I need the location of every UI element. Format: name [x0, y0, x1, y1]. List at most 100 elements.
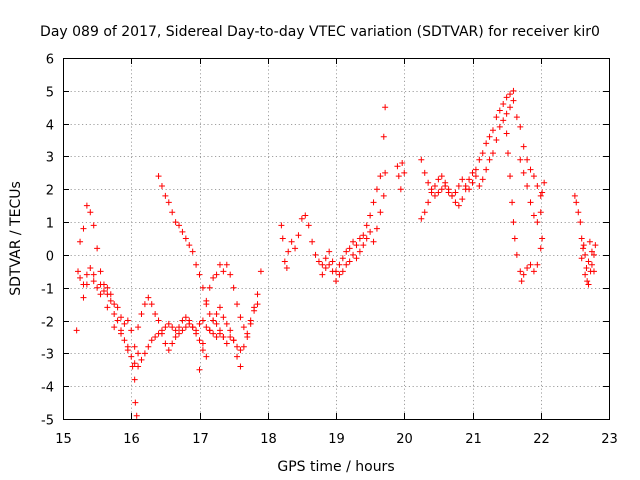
data-point — [353, 242, 360, 249]
data-point — [592, 242, 599, 249]
data-point — [80, 294, 87, 301]
data-point — [588, 261, 595, 268]
data-point — [346, 258, 353, 265]
data-point — [189, 324, 196, 331]
series-seg-22h — [571, 192, 599, 285]
data-point — [339, 255, 346, 262]
data-point — [493, 137, 500, 144]
data-point — [131, 343, 138, 350]
data-point — [213, 271, 220, 278]
data-point — [586, 238, 593, 245]
data-point — [295, 232, 302, 239]
data-point — [206, 327, 213, 334]
data-point — [503, 94, 510, 101]
data-point — [129, 363, 136, 370]
data-point — [87, 265, 94, 272]
data-point — [513, 251, 520, 258]
data-point — [111, 310, 118, 317]
data-point — [152, 333, 159, 340]
data-point — [346, 245, 353, 252]
data-point — [486, 156, 493, 163]
data-point — [182, 324, 189, 331]
data-point — [196, 271, 203, 278]
x-tick-label: 21 — [465, 432, 482, 447]
data-point — [534, 261, 541, 268]
data-point — [541, 179, 548, 186]
data-point — [583, 265, 590, 272]
data-point — [148, 337, 155, 344]
data-point — [172, 327, 179, 334]
data-point — [517, 156, 524, 163]
data-point — [193, 261, 200, 268]
data-point — [285, 248, 292, 255]
data-point — [114, 304, 121, 311]
data-point — [530, 268, 537, 275]
data-point — [196, 337, 203, 344]
data-point — [135, 350, 142, 357]
data-point — [203, 301, 210, 308]
data-point — [580, 242, 587, 249]
data-point — [326, 261, 333, 268]
data-point — [94, 245, 101, 252]
data-point — [94, 284, 101, 291]
data-point — [469, 179, 476, 186]
series-seg-15h-c — [80, 271, 140, 419]
data-point — [322, 255, 329, 262]
y-tick-label: 2 — [46, 184, 54, 199]
data-point — [479, 176, 486, 183]
data-point — [537, 245, 544, 252]
data-point — [220, 314, 227, 321]
data-point — [131, 376, 138, 383]
data-point — [360, 232, 367, 239]
data-point — [210, 274, 217, 281]
data-point — [588, 248, 595, 255]
data-point — [377, 173, 384, 180]
data-point — [438, 186, 445, 193]
data-point — [520, 143, 527, 150]
data-point — [73, 327, 80, 334]
data-point — [203, 324, 210, 331]
data-point — [500, 117, 507, 124]
data-point — [539, 189, 546, 196]
data-point — [575, 209, 582, 216]
data-point — [152, 310, 159, 317]
data-point — [135, 324, 142, 331]
data-point — [206, 284, 213, 291]
x-tick-label: 18 — [260, 432, 277, 447]
y-axis-label: SDTVAR / TECUs — [8, 181, 24, 296]
data-point — [216, 304, 223, 311]
data-point — [472, 173, 479, 180]
data-point — [213, 320, 220, 327]
data-point — [353, 255, 360, 262]
data-point — [240, 343, 247, 350]
data-point — [452, 199, 459, 206]
data-point — [455, 202, 462, 209]
data-point — [476, 156, 483, 163]
data-point — [585, 258, 592, 265]
series-seg-20h-low — [418, 97, 544, 222]
data-point — [507, 173, 514, 180]
data-point — [489, 127, 496, 134]
data-point — [503, 130, 510, 137]
data-point — [176, 222, 183, 229]
data-point — [176, 330, 183, 337]
data-point — [302, 212, 309, 219]
data-point — [230, 337, 237, 344]
series-seg-17h-rise — [196, 261, 264, 373]
data-point — [418, 156, 425, 163]
data-point — [199, 347, 206, 354]
y-tick-label: 3 — [46, 151, 54, 166]
data-point — [326, 248, 333, 255]
series-seg-16h-low — [135, 317, 244, 370]
data-point — [507, 91, 514, 98]
data-point — [83, 202, 90, 209]
data-point — [315, 258, 322, 265]
data-point — [431, 192, 438, 199]
data-point — [199, 340, 206, 347]
data-point — [582, 271, 589, 278]
data-point — [367, 212, 374, 219]
data-point — [189, 248, 196, 255]
y-tick-label: 5 — [46, 86, 54, 101]
data-point — [329, 268, 336, 275]
data-point — [111, 324, 118, 331]
